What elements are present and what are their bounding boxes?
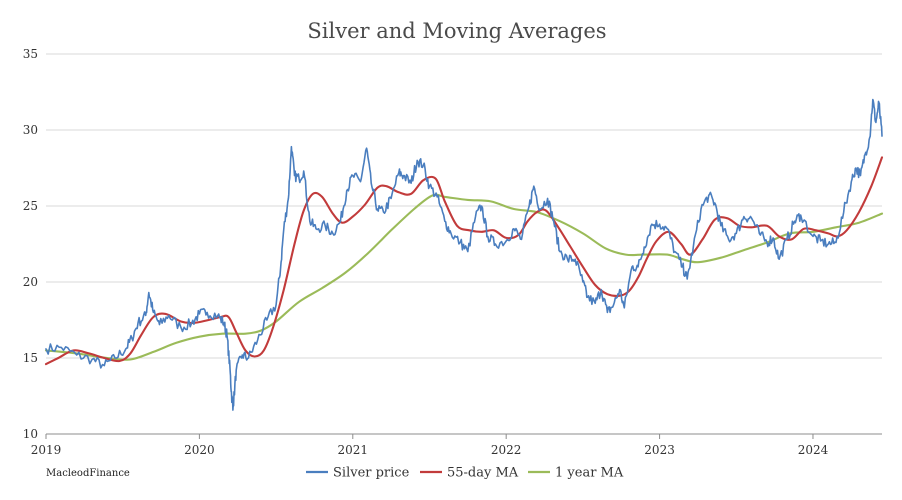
x-tick-label: 2020 xyxy=(184,443,215,457)
legend-label: 55-day MA xyxy=(447,466,519,481)
y-tick-label: 10 xyxy=(23,427,38,441)
y-tick-label: 15 xyxy=(23,351,38,365)
axes: 10 15 20 25 30 35 2019 2020 2021 2022 2023 2024 xyxy=(23,47,882,457)
legend: Silver price 55-day MA 1 year MA xyxy=(306,466,624,481)
gridlines xyxy=(46,53,882,359)
legend-label: Silver price xyxy=(333,466,410,481)
series-line-1-year-ma xyxy=(44,193,884,361)
legend-label: 1 year MA xyxy=(555,466,624,481)
y-tick-label: 30 xyxy=(23,123,38,137)
y-tick-label: 20 xyxy=(23,275,38,289)
y-tick-label: 35 xyxy=(23,47,38,61)
x-tick-label: 2021 xyxy=(338,443,369,457)
y-tick-label: 25 xyxy=(23,199,38,213)
x-tick-label: 2022 xyxy=(491,443,522,457)
x-tick-label: 2019 xyxy=(31,443,62,457)
source-label: MacleodFinance xyxy=(46,468,130,479)
series-line-55-day-ma xyxy=(44,156,884,366)
series-line-silver-price xyxy=(45,98,883,411)
series-lines xyxy=(44,98,884,411)
chart-title: Silver and Moving Averages xyxy=(307,19,606,43)
x-tick-label: 2023 xyxy=(644,443,675,457)
x-tick-label: 2024 xyxy=(798,443,829,457)
